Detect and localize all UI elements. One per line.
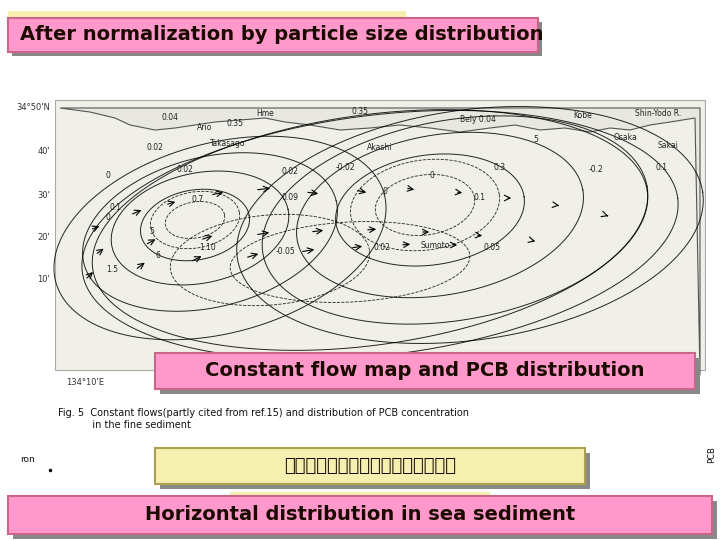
- Text: 20': 20': [158, 378, 171, 387]
- Text: Horizontal distribution in sea sediment: Horizontal distribution in sea sediment: [145, 505, 575, 524]
- Text: Bely 0.04: Bely 0.04: [460, 116, 496, 125]
- Text: 0.35: 0.35: [227, 119, 243, 129]
- Text: Constant flow map and PCB distribution: Constant flow map and PCB distribution: [205, 361, 644, 381]
- Text: 粒径・微細粒子・比表面積で規格化: 粒径・微細粒子・比表面積で規格化: [284, 457, 456, 475]
- Text: Kobe: Kobe: [574, 111, 593, 120]
- Text: 1.10: 1.10: [199, 244, 217, 253]
- Text: 10': 10': [589, 378, 601, 387]
- Text: Sakai: Sakai: [657, 140, 678, 150]
- Text: PCB: PCB: [708, 447, 716, 463]
- Text: ron: ron: [20, 456, 35, 464]
- Text: 40': 40': [37, 147, 50, 157]
- Text: 0: 0: [106, 171, 110, 179]
- Text: 30': 30': [248, 378, 261, 387]
- Text: Hme: Hme: [256, 109, 274, 118]
- Text: Shin-Yodo R.: Shin-Yodo R.: [635, 109, 681, 118]
- Text: Sumoto: Sumoto: [420, 240, 450, 249]
- Text: 0.02: 0.02: [147, 144, 163, 152]
- Text: 0: 0: [106, 213, 110, 222]
- Text: 6: 6: [156, 251, 161, 260]
- Bar: [155, 353, 695, 389]
- Bar: [8, 496, 712, 534]
- Text: 0.1: 0.1: [109, 204, 121, 213]
- Bar: [155, 448, 585, 484]
- Text: Osaka: Osaka: [613, 133, 637, 143]
- Text: 5: 5: [150, 227, 154, 237]
- Bar: [230, 492, 490, 498]
- Bar: [8, 11, 405, 18]
- Text: Akashi: Akashi: [367, 144, 392, 152]
- Text: 40': 40': [338, 378, 351, 387]
- Text: 1.5: 1.5: [106, 266, 118, 274]
- Text: -0.05: -0.05: [275, 247, 295, 256]
- Polygon shape: [60, 108, 700, 375]
- Text: After normalization by particle size distribution: After normalization by particle size dis…: [20, 25, 544, 44]
- Text: 20': 20': [37, 233, 50, 242]
- Text: 0.1: 0.1: [656, 164, 668, 172]
- Text: 0.09: 0.09: [282, 193, 299, 202]
- Text: 5: 5: [534, 136, 539, 145]
- Text: 0.02: 0.02: [282, 167, 298, 177]
- Text: 0.05: 0.05: [484, 244, 500, 253]
- Text: 30': 30': [37, 191, 50, 199]
- Text: 34°50'N: 34°50'N: [16, 104, 50, 112]
- Text: 0.3: 0.3: [494, 164, 506, 172]
- Text: 0.1: 0.1: [474, 193, 486, 202]
- Bar: [55, 100, 705, 370]
- Text: Ario: Ario: [197, 124, 212, 132]
- Text: 50': 50': [426, 378, 438, 387]
- Bar: [8, 18, 538, 52]
- Text: 0.35: 0.35: [351, 107, 369, 117]
- Text: Takasago: Takasago: [210, 139, 246, 148]
- Text: 20': 20': [662, 378, 675, 387]
- Text: 0.02: 0.02: [374, 244, 390, 253]
- Bar: [12, 22, 542, 56]
- Text: 10': 10': [37, 275, 50, 285]
- Bar: [160, 358, 700, 394]
- Text: 0.02: 0.02: [176, 165, 194, 174]
- Text: 0: 0: [382, 187, 387, 197]
- Text: -0.02: -0.02: [336, 164, 355, 172]
- Bar: [160, 453, 590, 489]
- Bar: [13, 501, 717, 539]
- Text: 0: 0: [430, 171, 434, 179]
- Text: 0.7: 0.7: [192, 195, 204, 205]
- Text: -0.2: -0.2: [589, 165, 603, 174]
- Text: 0.04: 0.04: [161, 112, 179, 122]
- Text: Fig. 5  Constant flows(partly cited from ref.15) and distribution of PCB concent: Fig. 5 Constant flows(partly cited from …: [58, 408, 469, 430]
- Text: 135°: 135°: [505, 378, 525, 387]
- Text: 134°10'E: 134°10'E: [66, 378, 104, 387]
